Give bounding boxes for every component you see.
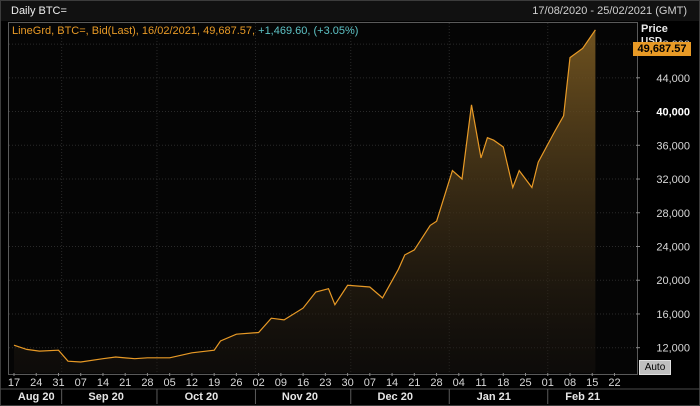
x-tick-label: 17 <box>8 377 20 389</box>
y-tick-label: 32,000 <box>656 174 690 186</box>
legend-change: +1,469.60, (+3.05%) <box>258 25 359 37</box>
x-tick-label: 28 <box>141 377 153 389</box>
x-tick-label: 07 <box>75 377 87 389</box>
month-label: Aug 20 <box>18 391 55 403</box>
auto-scale-button[interactable]: Auto <box>639 360 671 375</box>
x-tick-label: 19 <box>208 377 220 389</box>
x-tick-label: 31 <box>52 377 64 389</box>
y-tick-label: 16,000 <box>656 309 690 321</box>
x-tick-label: 08 <box>564 377 576 389</box>
x-tick-label: 28 <box>430 377 442 389</box>
x-tick-label: 21 <box>408 377 420 389</box>
x-tick-label: 30 <box>341 377 353 389</box>
x-tick-label: 21 <box>119 377 131 389</box>
x-tick-label: 04 <box>453 377 465 389</box>
legend: LineGrd, BTC=, Bid(Last), 16/02/2021, 49… <box>12 25 358 37</box>
month-label: Nov 20 <box>282 391 318 403</box>
axis-unit: USD <box>641 36 663 42</box>
x-tick-label: 01 <box>542 377 554 389</box>
y-tick-label: 44,000 <box>656 73 690 85</box>
price-line <box>13 29 596 363</box>
x-axis: 17 24 31 07 14 21 28 05 12 19 26 02 09 16 23 30 07 14 21 28… <box>0 373 700 404</box>
date-range: 17/08/2020 - 25/02/2021 (GMT) <box>532 5 687 17</box>
month-label: Dec 20 <box>378 391 413 403</box>
x-tick-label: 15 <box>586 377 598 389</box>
legend-series: LineGrd, BTC=, Bid(Last), 16/02/2021, 49… <box>12 25 256 37</box>
month-label: Oct 20 <box>185 391 219 403</box>
x-tick-label: 14 <box>386 377 398 389</box>
x-tick-label: 05 <box>164 377 176 389</box>
y-tick-label: 28,000 <box>656 208 690 220</box>
y-tick-label: 12,000 <box>656 343 690 355</box>
y-tick-label: 36,000 <box>656 140 690 152</box>
x-tick-label: 11 <box>475 377 486 389</box>
axis-title: Price <box>641 23 668 35</box>
x-tick-label: 26 <box>230 377 242 389</box>
x-tick-label: 23 <box>319 377 331 389</box>
x-tick-label: 25 <box>519 377 531 389</box>
x-tick-label: 09 <box>275 377 287 389</box>
title-bar: Daily BTC= 17/08/2020 - 25/02/2021 (GMT) <box>1 1 699 21</box>
x-tick-label: 18 <box>497 377 509 389</box>
price-area-fill <box>14 29 596 373</box>
month-label: Feb 21 <box>565 391 600 403</box>
month-label: Jan 21 <box>477 391 511 403</box>
x-tick-label: 02 <box>253 377 265 389</box>
month-label: Sep 20 <box>88 391 123 403</box>
x-tick-label: 22 <box>608 377 620 389</box>
y-tick-label: 20,000 <box>656 275 690 287</box>
x-tick-label: 07 <box>364 377 376 389</box>
x-tick-label: 14 <box>97 377 109 389</box>
window-title: Daily BTC= <box>11 5 67 17</box>
y-tick-label: 24,000 <box>656 241 690 253</box>
y-tick-label: 40,000 <box>656 107 690 119</box>
last-value-badge: 49,687.57 <box>633 42 691 56</box>
x-tick-label: 24 <box>30 377 42 389</box>
y-axis: 12,000 16,000 20,000 24,000 28,000 32,000 36,0… <box>636 39 690 355</box>
x-tick-label: 16 <box>297 377 309 389</box>
x-tick-label: 12 <box>186 377 198 389</box>
